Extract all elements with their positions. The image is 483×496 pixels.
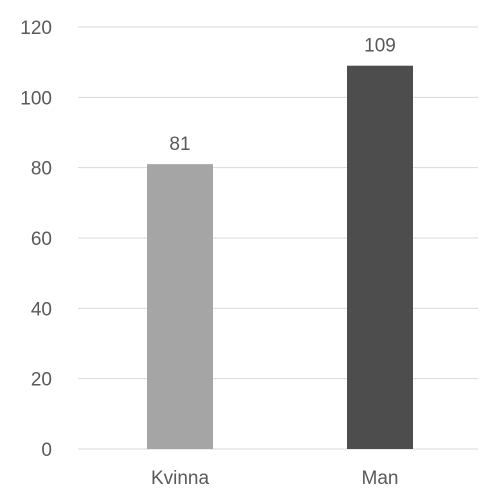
bar-man <box>347 65 413 449</box>
y-tick-label: 60 <box>31 229 52 250</box>
y-tick-label: 120 <box>20 18 52 39</box>
category-label: Man <box>362 468 399 489</box>
y-tick-label: 0 <box>41 440 52 461</box>
gridlines <box>78 26 478 450</box>
data-labels: 81 109 <box>169 36 395 155</box>
data-label: 109 <box>364 36 396 57</box>
y-axis-tick-labels: 0 20 40 60 80 100 120 <box>20 18 52 461</box>
y-tick-label: 80 <box>31 159 52 180</box>
bars <box>147 65 413 449</box>
data-label: 81 <box>169 134 190 155</box>
bar-kvinna <box>147 164 213 449</box>
y-tick-label: 100 <box>20 88 52 109</box>
category-label: Kvinna <box>151 468 210 489</box>
y-tick-label: 40 <box>31 299 52 320</box>
y-tick-label: 20 <box>31 370 52 391</box>
x-axis-category-labels: Kvinna Man <box>151 468 399 489</box>
